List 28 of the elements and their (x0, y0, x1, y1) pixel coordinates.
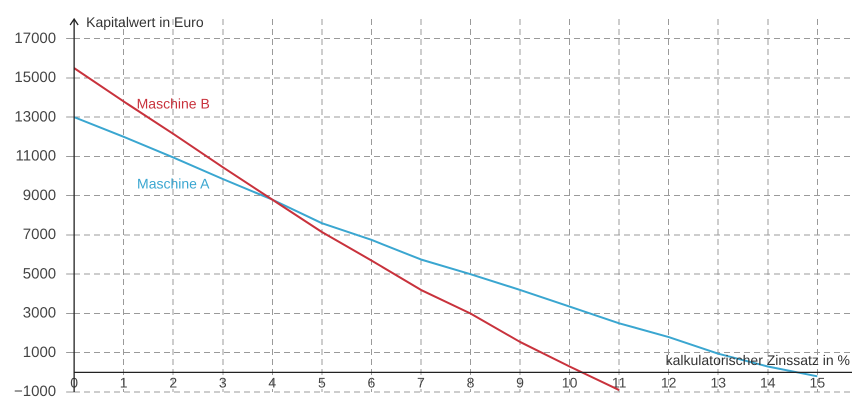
x-tick-label: 15 (810, 374, 826, 391)
x-tick-label: 7 (417, 374, 426, 391)
y-tick-label: 15000 (14, 69, 56, 86)
x-tick-label: 8 (466, 374, 475, 391)
y-tick-label: 11000 (16, 148, 56, 165)
x-tick-label: 3 (218, 374, 227, 391)
series-label: Maschine A (137, 175, 210, 192)
y-tick-label: 9000 (22, 186, 56, 204)
y-tick-label: 1000 (22, 344, 56, 361)
x-tick-label: 9 (516, 374, 524, 391)
y-axis-title: Kapitalwert in Euro (86, 14, 204, 30)
x-tick-label: 13 (710, 374, 726, 391)
x-tick-label: 1 (120, 374, 128, 391)
x-tick-label: 6 (368, 374, 376, 391)
x-tick-label: 4 (268, 374, 276, 391)
x-tick-label: 2 (169, 374, 178, 391)
series-label: Maschine B (136, 96, 210, 112)
y-tick-label: 5000 (22, 265, 56, 282)
y-tick-label: 17000 (14, 30, 56, 47)
y-tick-label: 13000 (14, 108, 56, 126)
x-tick-label: 11 (612, 374, 627, 391)
y-tick-label: 7000 (22, 226, 56, 244)
x-tick-label: 12 (660, 374, 677, 391)
x-tick-label: 10 (562, 374, 578, 391)
x-tick-label: 5 (318, 374, 326, 391)
x-tick-label: 14 (760, 374, 776, 391)
y-tick-label: −1000 (14, 383, 56, 400)
y-tick-label: 3000 (22, 304, 56, 322)
